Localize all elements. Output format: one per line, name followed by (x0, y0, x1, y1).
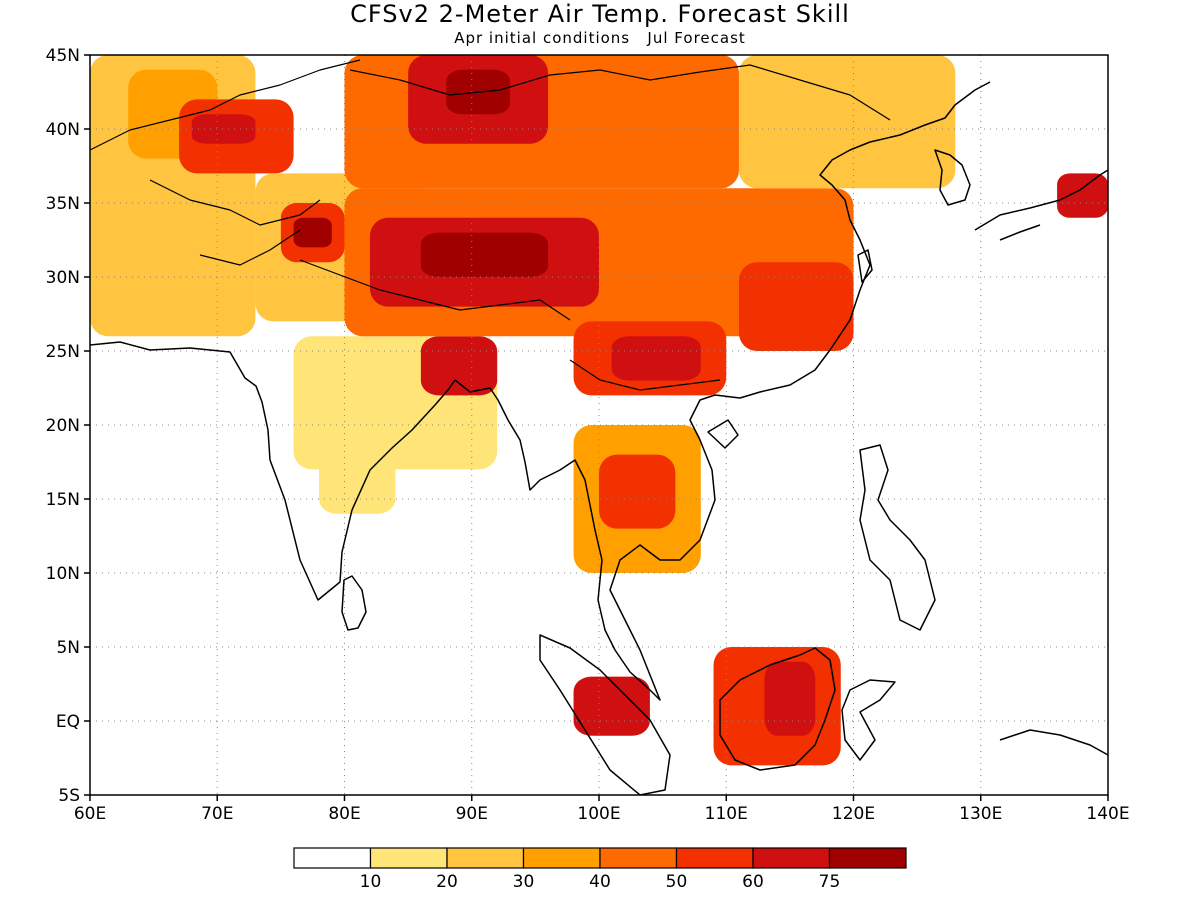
legend-label: 40 (589, 872, 611, 892)
x-tick-label: 140E (1086, 804, 1129, 824)
legend-swatch-1 (369, 847, 448, 869)
x-tick-label: 80E (328, 804, 360, 824)
map-subtitle: Apr initial conditions Jul Forecast (454, 29, 746, 47)
coastline-china (739, 81, 991, 399)
coastline-srilanka (341, 575, 367, 631)
y-tick-label: 45N (46, 46, 80, 66)
skill-region-6 (293, 217, 332, 248)
skill-region-15 (420, 232, 549, 277)
legend-swatch-3 (522, 847, 601, 869)
coastline-japan (974, 169, 1108, 241)
legend-label: 30 (513, 872, 535, 892)
legend-label: 20 (436, 872, 458, 892)
y-tick-label: 5S (58, 786, 80, 806)
coastline-philippines (859, 444, 936, 631)
legend-swatch-7 (828, 847, 907, 869)
coastline-thailand-vietnam (609, 394, 741, 701)
x-tick-label: 100E (577, 804, 620, 824)
legend-label: 75 (819, 872, 841, 892)
skill-region-9 (420, 336, 498, 396)
coastline-borneo (719, 647, 836, 771)
x-tick-label: 90E (456, 804, 488, 824)
y-tick-label: 40N (46, 120, 80, 140)
coastline-india (90, 341, 456, 601)
axis-labels: 60E 70E 80E 90E 100E 110E 120E 130E 140E 45N 40N 35… (46, 46, 1130, 824)
legend-swatch-4 (599, 847, 678, 869)
coastline-newguinea (999, 729, 1108, 756)
y-tick-label: 15N (46, 490, 80, 510)
x-tick-label: 70E (201, 804, 233, 824)
map-title: CFSv2 2-Meter Air Temp. Forecast Skill (350, 0, 850, 28)
legend-label: 50 (666, 872, 688, 892)
y-tick-label: 5N (56, 638, 80, 658)
y-tick-label: 20N (46, 416, 80, 436)
y-tick-label: 10N (46, 564, 80, 584)
coastline-korea (934, 149, 971, 206)
coastline-sulawesi (841, 679, 896, 761)
y-tick-label: 25N (46, 342, 80, 362)
y-tick-label: 35N (46, 194, 80, 214)
skill-region-18 (738, 262, 854, 351)
coastline-bangladesh-burma (454, 379, 616, 651)
skill-region-23 (764, 661, 816, 736)
y-tick-label: EQ (56, 712, 80, 732)
skill-region-19 (738, 55, 956, 189)
skill-region-24 (573, 676, 650, 736)
skill-region-8 (319, 454, 396, 514)
coastlines (90, 59, 1108, 795)
legend-label: 60 (742, 872, 764, 892)
x-tick-label: 110E (705, 804, 748, 824)
y-tick-label: 30N (46, 268, 80, 288)
coastline-hainan-taiwan (707, 249, 873, 449)
legend-label: 10 (360, 872, 382, 892)
legend-swatch-0 (293, 847, 372, 869)
legend-swatch-5 (675, 847, 754, 869)
legend-swatch-2 (446, 847, 525, 869)
skill-region-21 (599, 454, 676, 529)
skill-region-25 (1057, 173, 1108, 218)
legend-swatch-6 (752, 847, 831, 869)
skill-region-17 (611, 336, 701, 381)
skill-field (90, 55, 1108, 766)
border-lines (90, 59, 891, 391)
skill-region-3 (191, 114, 256, 144)
x-tick-label: 60E (74, 804, 106, 824)
x-tick-label: 130E (959, 804, 1002, 824)
color-legend: 10 20 30 40 50 60 75 (293, 847, 907, 892)
coastline-sumatra (539, 634, 671, 795)
x-tick-label: 120E (832, 804, 875, 824)
